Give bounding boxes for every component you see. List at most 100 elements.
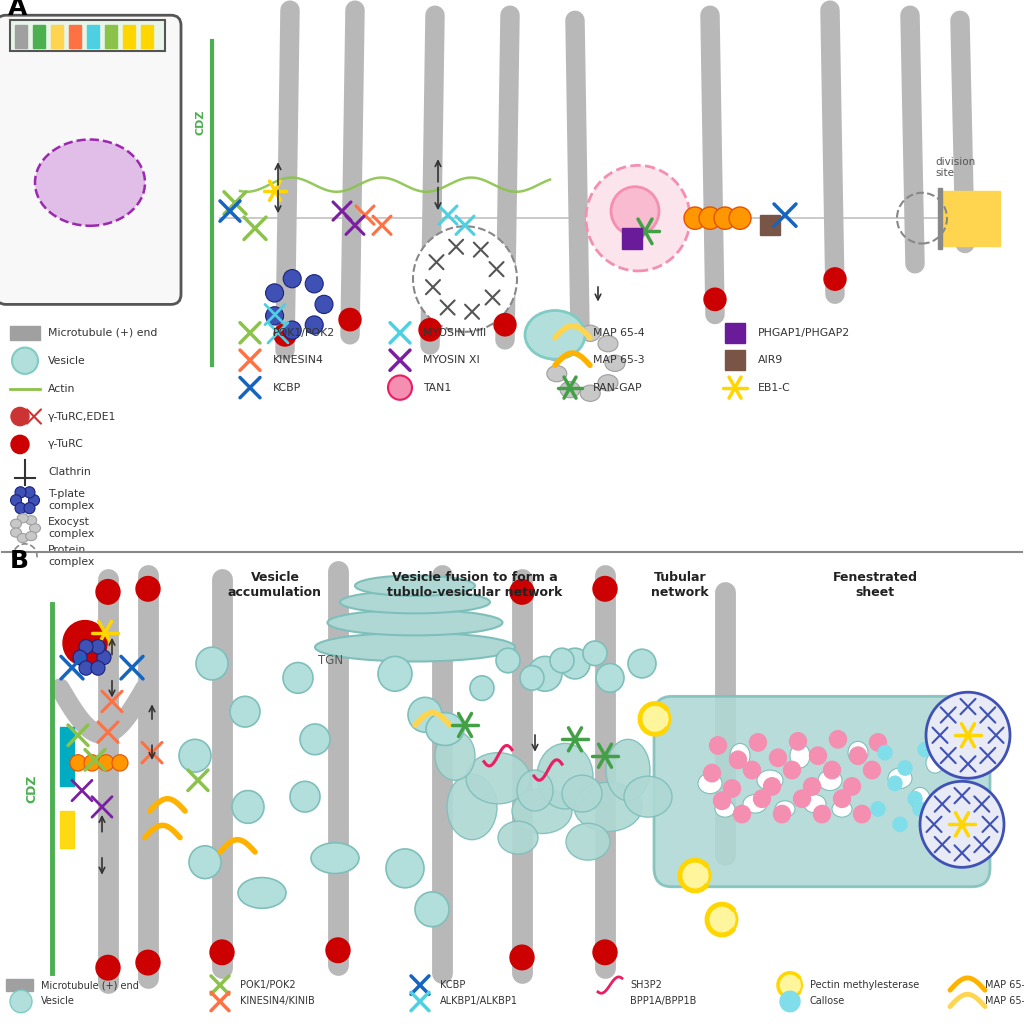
Bar — [60, 727, 74, 786]
Ellipse shape — [624, 776, 672, 817]
Text: MAP 65-4: MAP 65-4 — [593, 328, 645, 338]
Circle shape — [640, 703, 670, 734]
Ellipse shape — [466, 753, 530, 804]
Circle shape — [769, 749, 786, 766]
Circle shape — [780, 991, 800, 1012]
Ellipse shape — [910, 787, 930, 810]
Ellipse shape — [29, 495, 40, 506]
Circle shape — [773, 805, 791, 823]
Text: POK1/POK2: POK1/POK2 — [240, 980, 296, 990]
Circle shape — [326, 938, 350, 963]
Bar — [123, 26, 135, 48]
Circle shape — [729, 751, 746, 768]
Ellipse shape — [611, 186, 659, 236]
Text: Tubular
network: Tubular network — [651, 571, 709, 599]
Circle shape — [11, 408, 29, 426]
Circle shape — [510, 580, 534, 604]
Circle shape — [339, 308, 361, 331]
Text: KINESIN4/KINIB: KINESIN4/KINIB — [240, 996, 314, 1007]
Circle shape — [764, 778, 780, 795]
Bar — [760, 215, 780, 236]
Text: MYOSIN XI: MYOSIN XI — [423, 355, 480, 366]
Ellipse shape — [24, 503, 35, 514]
Ellipse shape — [498, 821, 538, 854]
Text: Vesicle fusion to form a
tubulo-vesicular network: Vesicle fusion to form a tubulo-vesicula… — [387, 571, 562, 599]
Ellipse shape — [426, 713, 464, 745]
Circle shape — [778, 973, 802, 997]
Ellipse shape — [581, 326, 600, 341]
Ellipse shape — [388, 376, 412, 399]
Circle shape — [510, 945, 534, 970]
Text: MAP 65-3: MAP 65-3 — [985, 980, 1024, 990]
Text: Vesicle: Vesicle — [41, 996, 75, 1007]
Ellipse shape — [831, 801, 852, 817]
Ellipse shape — [775, 801, 795, 817]
Ellipse shape — [112, 755, 128, 771]
Bar — [6, 979, 33, 991]
Circle shape — [705, 288, 726, 310]
Text: division
site: division site — [935, 157, 975, 178]
Circle shape — [703, 764, 721, 782]
Ellipse shape — [305, 315, 324, 334]
Circle shape — [810, 746, 826, 764]
Circle shape — [586, 166, 690, 271]
Ellipse shape — [560, 382, 580, 397]
Circle shape — [419, 318, 441, 341]
Ellipse shape — [91, 660, 105, 675]
Ellipse shape — [328, 609, 503, 635]
Ellipse shape — [818, 770, 842, 791]
Ellipse shape — [730, 743, 750, 768]
Ellipse shape — [10, 495, 22, 506]
Ellipse shape — [598, 336, 617, 352]
Ellipse shape — [10, 990, 32, 1013]
Bar — [940, 190, 1000, 246]
Text: CDZ: CDZ — [195, 109, 205, 134]
Ellipse shape — [238, 878, 286, 908]
Ellipse shape — [415, 892, 449, 927]
Circle shape — [210, 940, 234, 965]
Circle shape — [893, 817, 907, 831]
Circle shape — [834, 791, 851, 807]
Ellipse shape — [12, 347, 38, 374]
Circle shape — [813, 805, 830, 823]
Circle shape — [13, 544, 37, 568]
Circle shape — [707, 904, 737, 935]
Ellipse shape — [97, 650, 111, 665]
Ellipse shape — [17, 534, 29, 543]
Ellipse shape — [26, 531, 37, 541]
Ellipse shape — [265, 307, 284, 325]
Text: Vesicle: Vesicle — [48, 355, 86, 366]
Circle shape — [888, 776, 902, 791]
Ellipse shape — [517, 770, 553, 811]
Ellipse shape — [232, 791, 264, 823]
Ellipse shape — [284, 269, 301, 288]
Text: BPP1A/BPP1B: BPP1A/BPP1B — [630, 996, 696, 1007]
Ellipse shape — [17, 514, 29, 523]
Ellipse shape — [562, 775, 602, 812]
Ellipse shape — [84, 755, 100, 771]
Text: TGN: TGN — [318, 653, 343, 667]
Ellipse shape — [447, 774, 497, 840]
Circle shape — [863, 761, 881, 778]
FancyBboxPatch shape — [654, 696, 990, 887]
Circle shape — [853, 805, 870, 823]
Ellipse shape — [355, 575, 475, 596]
Text: Protein
complex: Protein complex — [48, 545, 94, 567]
Bar — [10, 326, 40, 340]
Ellipse shape — [804, 795, 826, 813]
Text: PHGAP1/PHGAP2: PHGAP1/PHGAP2 — [758, 328, 850, 338]
Text: MYOSIN VIII: MYOSIN VIII — [423, 328, 486, 338]
Ellipse shape — [290, 781, 319, 812]
Text: CDZ: CDZ — [26, 774, 39, 803]
Circle shape — [844, 778, 860, 795]
Circle shape — [63, 621, 106, 666]
Circle shape — [733, 805, 751, 823]
Ellipse shape — [547, 345, 567, 361]
Circle shape — [724, 780, 740, 797]
Ellipse shape — [179, 739, 211, 772]
Text: POK1/POK2: POK1/POK2 — [273, 328, 335, 338]
Ellipse shape — [283, 663, 313, 693]
Bar — [60, 811, 74, 848]
Ellipse shape — [15, 486, 26, 498]
Circle shape — [743, 761, 761, 778]
